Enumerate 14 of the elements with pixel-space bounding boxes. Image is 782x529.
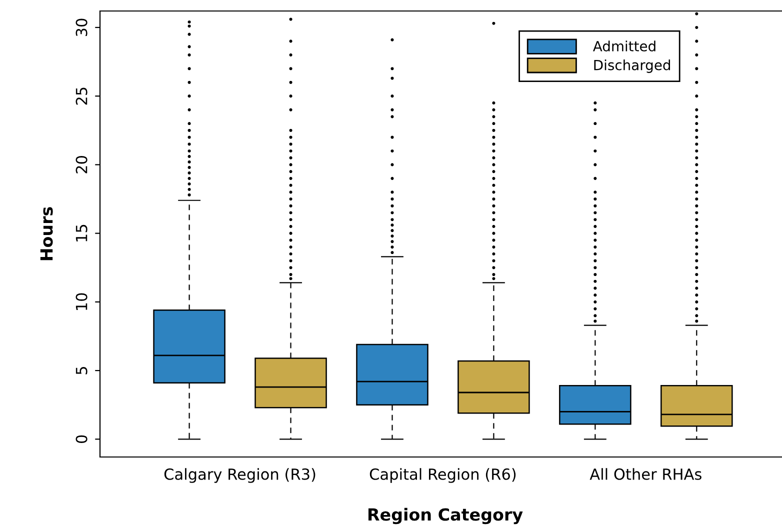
y-tick-label: 0: [76, 435, 88, 444]
y-tick-label: 30: [76, 18, 88, 36]
legend-label: Discharged: [594, 60, 670, 73]
legend-label: Admitted: [592, 40, 656, 52]
y-axis-title: Hours: [40, 207, 53, 260]
x-axis-title: Region Category: [368, 508, 523, 524]
y-tick-label: 10: [76, 293, 88, 310]
y-tick-label: 15: [76, 224, 88, 242]
x-tick-label: All Other RHAs: [590, 468, 702, 480]
y-tick-label: 25: [76, 88, 88, 105]
x-tick-label: Calgary Region (R3): [164, 468, 316, 483]
y-tick-label: 20: [76, 156, 88, 174]
x-tick-label: Capital Region (R6): [370, 468, 516, 483]
y-tick-label: 5: [76, 367, 88, 374]
